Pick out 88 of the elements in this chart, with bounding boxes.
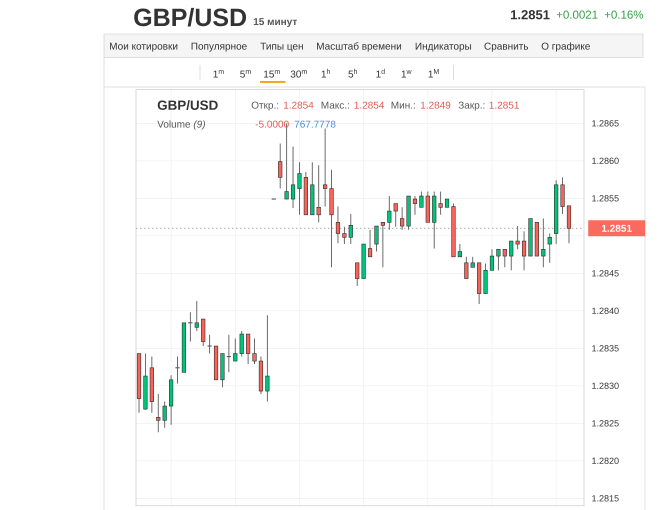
- candlestick: [240, 330, 244, 357]
- candlestick: [348, 214, 353, 244]
- text: 1.2851: [511, 10, 550, 20]
- text: 1$^{d}$: [376, 68, 385, 78]
- text: Индикаторы: [416, 42, 472, 52]
- annotation: Volume (9): [157, 120, 205, 130]
- candlestick: [566, 205, 572, 244]
- ref-line-label: 1.2851: [602, 224, 632, 232]
- candlestick: [400, 206, 404, 230]
- text: +0.16%: [604, 10, 644, 19]
- candlestick: [496, 248, 500, 271]
- chart-title: GBP/USD: [134, 8, 246, 26]
- text: 1$^{h}$: [322, 68, 330, 78]
- candlestick: [368, 229, 372, 258]
- y-tick-label: 1.2865: [592, 120, 619, 126]
- annotation: -5.0000: [256, 120, 289, 128]
- annotation: 1.2854: [354, 102, 384, 109]
- candlestick: [522, 230, 526, 271]
- candlestick: [290, 146, 296, 208]
- candlestick: [233, 338, 238, 362]
- candlestick: [470, 256, 475, 268]
- candlestick: [162, 401, 167, 428]
- text: 1$^{m}$: [214, 70, 224, 78]
- candlestick: [483, 263, 488, 294]
- y-tick-label: 1.2840: [592, 308, 619, 314]
- annotation: 1.2851: [490, 102, 519, 109]
- annotation: Макс.:: [322, 102, 349, 109]
- candlestick: [156, 394, 160, 433]
- candlestick: [502, 248, 507, 268]
- candlestick: [560, 176, 565, 214]
- candlestick: [278, 143, 282, 189]
- text: Масштаб времени: [317, 42, 402, 52]
- y-tick-label: 1.2860: [592, 158, 619, 164]
- annotation: 767.7778: [294, 120, 336, 128]
- candlestick: [541, 218, 546, 268]
- chart-subtitle: 15 минут: [254, 18, 297, 28]
- candlestick: [464, 256, 468, 279]
- candlestick: [297, 162, 302, 216]
- candlestick: [387, 196, 392, 230]
- candlestick: [246, 334, 250, 364]
- candlestick: [174, 356, 180, 384]
- annotation: Закр.:: [458, 102, 484, 111]
- candlestick: [458, 244, 462, 258]
- candlestick: [201, 318, 206, 346]
- y-tick-label: 1.2825: [592, 420, 619, 426]
- candlestick: [412, 196, 418, 216]
- candlestick: [509, 240, 514, 271]
- candlestick: [252, 338, 257, 364]
- candlestick: [490, 248, 494, 271]
- candlestick: [548, 233, 552, 264]
- candlestick: [265, 314, 270, 402]
- text: Популярное: [192, 42, 247, 52]
- candlestick: [394, 203, 398, 228]
- candlestick: [355, 262, 360, 286]
- candlestick: [374, 226, 379, 252]
- annotation: Откр.:: [252, 102, 278, 111]
- candlestick: [438, 191, 443, 216]
- candlestick: [336, 206, 340, 244]
- y-tick-label: 1.2835: [592, 345, 619, 352]
- candlestick: [342, 226, 346, 244]
- text: О графике: [542, 42, 590, 52]
- y-tick-label: 1.2855: [592, 195, 619, 202]
- candlestick: [380, 222, 385, 268]
- annotation: 1.2849: [420, 102, 450, 109]
- candlestick: [194, 300, 199, 332]
- candlestick: [323, 128, 328, 207]
- text: 5$^{h}$: [348, 68, 358, 78]
- y-tick-label: 1.2845: [592, 270, 619, 276]
- text: 1$^{w}$: [402, 70, 412, 78]
- candlestick: [516, 226, 520, 250]
- candlestick: [188, 312, 194, 342]
- candlestick: [226, 334, 232, 373]
- annotation: Мин.:: [392, 102, 415, 109]
- text: +0.0021: [556, 10, 598, 19]
- y-tick-label: 1.2830: [592, 382, 619, 389]
- text: Мои котировки: [110, 42, 178, 52]
- annotation: GBP/USD: [158, 100, 218, 110]
- y-tick-label: 1.2820: [592, 458, 619, 464]
- y-tick-label: 1.2815: [592, 495, 619, 502]
- text: 5$^{m}$: [240, 70, 251, 78]
- text: 1$^{M}$: [428, 69, 439, 78]
- annotation: 1.2854: [284, 102, 314, 109]
- text: Сравнить: [484, 42, 528, 52]
- text: 15$^{m}$: [264, 70, 280, 78]
- candlestick: [316, 164, 321, 223]
- text: Типы цен: [260, 42, 303, 52]
- candlestick: [419, 191, 424, 208]
- text: 30$^{m}$: [290, 70, 307, 78]
